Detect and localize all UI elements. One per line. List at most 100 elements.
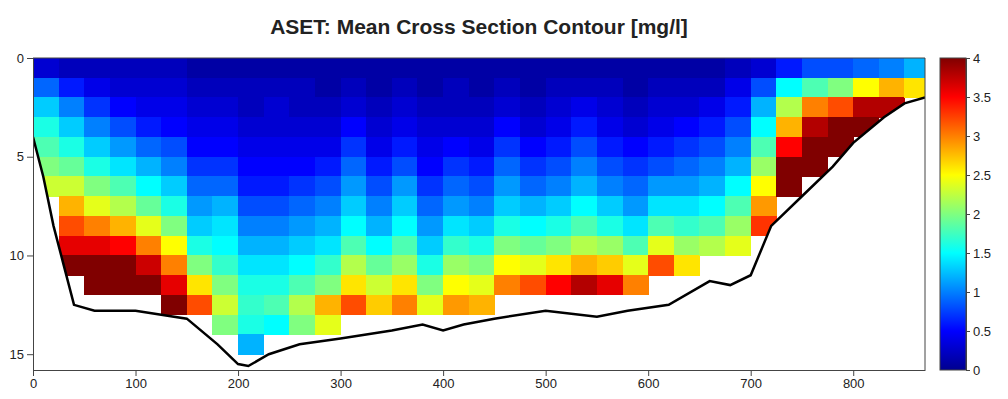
cell [110, 137, 136, 157]
cell [776, 117, 802, 137]
cell [828, 58, 854, 78]
tick: 15 [10, 347, 33, 362]
cell [417, 117, 443, 137]
cell [289, 137, 315, 157]
tick: 3.5 [966, 90, 991, 105]
tick-mark [966, 175, 970, 176]
cell [674, 216, 700, 236]
cell [699, 196, 725, 216]
plot-background [33, 58, 925, 370]
cell [84, 255, 110, 275]
tick: 5 [17, 149, 33, 164]
cell [315, 97, 341, 117]
cell [494, 137, 520, 157]
cell [392, 295, 418, 315]
cell [571, 236, 597, 256]
tick: 400 [433, 370, 455, 391]
tick-mark [27, 255, 33, 256]
cell [341, 255, 367, 275]
cell [187, 216, 213, 236]
cell [315, 236, 341, 256]
cell [546, 117, 572, 137]
cell [366, 216, 392, 236]
cell [494, 78, 520, 98]
cell [443, 236, 469, 256]
tick-label: 2.5 [973, 168, 991, 183]
cell [187, 176, 213, 196]
cell [264, 78, 290, 98]
cell [264, 295, 290, 315]
cell [443, 117, 469, 137]
tick-label: 2 [973, 207, 980, 222]
cell [341, 137, 367, 157]
tick-mark [27, 157, 33, 158]
cell [674, 117, 700, 137]
tick-label: 0 [30, 376, 37, 391]
cell [597, 275, 623, 295]
cell [597, 137, 623, 157]
cell [59, 216, 85, 236]
cell [187, 295, 213, 315]
cell [392, 255, 418, 275]
cell [33, 78, 59, 98]
tick-label: 0 [17, 51, 24, 66]
cell [187, 97, 213, 117]
frame [925, 58, 926, 370]
cell [315, 78, 341, 98]
cell [341, 117, 367, 137]
cell [417, 157, 443, 177]
tick-mark [966, 370, 970, 371]
tick: 100 [125, 370, 147, 391]
cell [699, 137, 725, 157]
cell [443, 196, 469, 216]
cell [289, 216, 315, 236]
cell [110, 157, 136, 177]
cell [520, 117, 546, 137]
cell [828, 78, 854, 98]
cell [392, 157, 418, 177]
tick-label: 300 [330, 376, 352, 391]
cell [725, 176, 751, 196]
cell [751, 176, 777, 196]
cell [623, 255, 649, 275]
tick-mark [966, 292, 970, 293]
cell [751, 157, 777, 177]
cell [802, 78, 828, 98]
cell [84, 117, 110, 137]
cell [443, 255, 469, 275]
cell [366, 137, 392, 157]
cell [546, 216, 572, 236]
cell [161, 255, 187, 275]
cell [212, 255, 238, 275]
cell [264, 117, 290, 137]
cell [417, 275, 443, 295]
cell [623, 58, 649, 78]
cell [264, 137, 290, 157]
tick-label: 800 [843, 376, 865, 391]
cell [469, 137, 495, 157]
cell [59, 196, 85, 216]
cell [84, 196, 110, 216]
cell [469, 216, 495, 236]
cell [597, 196, 623, 216]
cell [725, 117, 751, 137]
tick-mark [136, 370, 137, 376]
cell [161, 78, 187, 98]
cell [212, 196, 238, 216]
cell [802, 97, 828, 117]
cell [212, 117, 238, 137]
cell [238, 157, 264, 177]
cell [366, 295, 392, 315]
cell [469, 58, 495, 78]
cell [776, 58, 802, 78]
cell [776, 176, 802, 196]
cell [802, 117, 828, 137]
cell [187, 58, 213, 78]
cell [443, 216, 469, 236]
cell [571, 275, 597, 295]
cell [392, 58, 418, 78]
cell [904, 58, 925, 78]
cell [443, 58, 469, 78]
cell [84, 137, 110, 157]
yticks-axis: 051015 [10, 51, 34, 371]
